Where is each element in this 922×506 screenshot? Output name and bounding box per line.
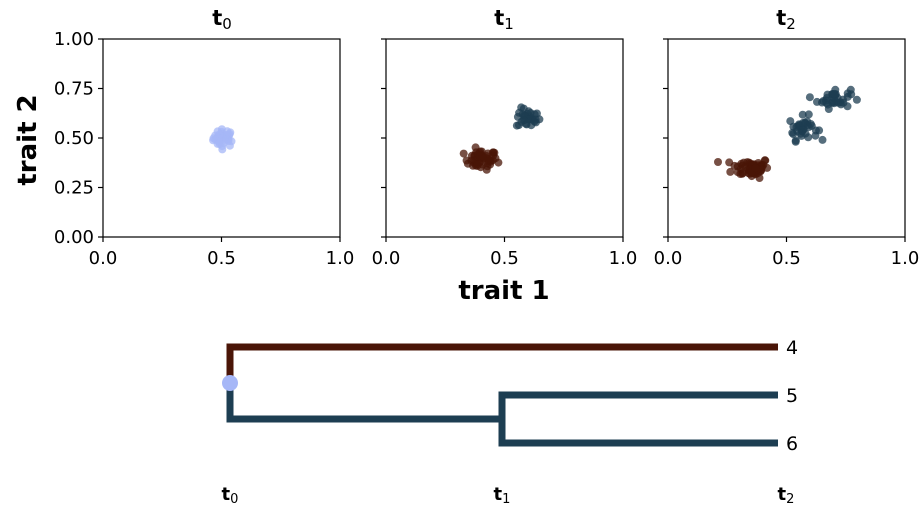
- leaf-label-4: 4: [786, 337, 798, 359]
- data-point: [843, 92, 852, 101]
- panel-title-2: t2: [776, 6, 796, 33]
- x-tick-label: 1.0: [891, 248, 920, 269]
- data-point: [755, 174, 764, 182]
- cluster-2-1: [786, 110, 827, 146]
- data-point: [830, 99, 839, 108]
- data-point: [227, 137, 236, 146]
- data-point: [515, 108, 524, 117]
- root-node: [222, 375, 238, 391]
- cluster-1-0: [459, 143, 503, 174]
- tree-time-t1: t1: [494, 484, 511, 506]
- y-tick-label: 0.25: [54, 178, 94, 199]
- x-tick-label: 0.0: [372, 248, 401, 269]
- panel-title-0: t0: [212, 6, 232, 33]
- data-point: [519, 116, 528, 125]
- data-point: [209, 134, 218, 143]
- data-point: [714, 158, 722, 166]
- data-point: [846, 85, 855, 94]
- data-point: [792, 123, 801, 132]
- x-tick-label: 1.0: [609, 248, 638, 269]
- data-point: [806, 120, 815, 128]
- x-tick-label: 0.5: [772, 248, 801, 269]
- branch-4: [226, 343, 778, 383]
- tree-time-t2: t2: [778, 484, 795, 506]
- data-point: [726, 167, 735, 176]
- data-point: [763, 163, 772, 172]
- branch-5-6-stem: [226, 383, 502, 423]
- data-point: [852, 95, 861, 104]
- y-tick-label: 1.00: [54, 29, 94, 50]
- data-point: [473, 161, 482, 170]
- data-point: [830, 89, 839, 98]
- data-point: [730, 161, 739, 170]
- data-point: [818, 135, 827, 144]
- data-point: [798, 110, 807, 119]
- data-point: [804, 110, 813, 119]
- data-point: [791, 137, 800, 146]
- data-point: [786, 117, 795, 126]
- tree-time-t0: t0: [222, 484, 239, 506]
- data-point: [811, 126, 820, 135]
- scatter-panel-t1: 0.0 0.5 1.0: [372, 38, 638, 269]
- data-point: [494, 158, 503, 167]
- data-point: [798, 119, 807, 127]
- x-tick-label: 0.0: [89, 248, 118, 269]
- data-point: [822, 99, 831, 108]
- y-tick-label: 0.75: [54, 79, 94, 100]
- axes-frame: [667, 38, 906, 238]
- data-point: [459, 149, 468, 158]
- data-point: [736, 170, 745, 178]
- axes-frame: [385, 38, 624, 238]
- data-point: [788, 128, 797, 137]
- data-point: [805, 93, 814, 102]
- data-point: [467, 156, 476, 165]
- phylogenetic-tree: 4 5 6 t0 t1 t2: [222, 337, 799, 506]
- leaf-label-5: 5: [786, 385, 798, 407]
- leaf-label-6: 6: [786, 433, 798, 455]
- cluster-0-0: [209, 125, 236, 154]
- cluster-1-1: [512, 103, 544, 130]
- panel-title-1: t1: [494, 6, 514, 33]
- data-point: [213, 127, 222, 136]
- data-point: [801, 129, 810, 138]
- data-point: [760, 156, 769, 165]
- y-tick-label: 0.50: [54, 128, 94, 149]
- y-axis-label: trait 2: [13, 94, 43, 185]
- data-point: [531, 115, 540, 124]
- x-axis-label: trait 1: [458, 276, 549, 306]
- cluster-2-0: [714, 156, 772, 182]
- branch-5: [498, 391, 778, 419]
- data-point: [489, 151, 498, 160]
- cluster-2-2: [805, 85, 861, 113]
- data-point: [476, 147, 485, 156]
- scatter-panel-t0: 0.0 0.5 1.0 0.00 0.25 0.50 0.75 1.00: [54, 29, 354, 269]
- branch-6: [498, 419, 778, 447]
- x-tick-label: 0.0: [654, 248, 683, 269]
- x-tick-label: 1.0: [326, 248, 355, 269]
- y-tick-label: 0.00: [54, 227, 94, 248]
- x-tick-label: 0.5: [207, 248, 236, 269]
- x-tick-label: 0.5: [490, 248, 519, 269]
- data-point: [751, 164, 760, 172]
- scatter-panel-t2: 0.0 0.5 1.0: [654, 38, 920, 269]
